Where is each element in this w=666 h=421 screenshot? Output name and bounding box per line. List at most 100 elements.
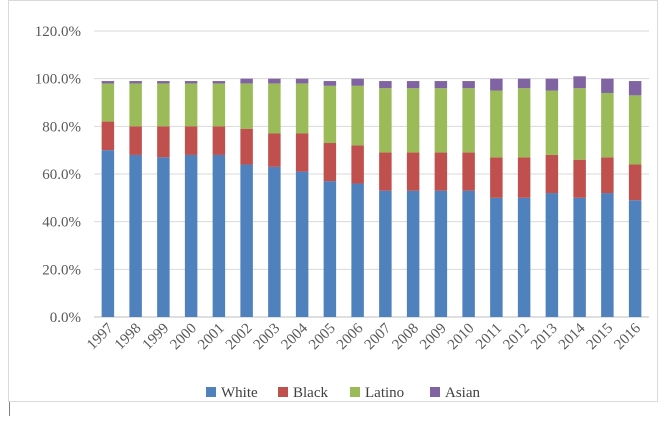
x-tick-label: 2005 [306, 321, 339, 354]
x-tick-label: 1999 [140, 321, 173, 354]
y-tick-label: 0.0% [50, 310, 81, 326]
legend-label-asian: Asian [445, 385, 480, 401]
bar-segment-black-2006 [351, 145, 364, 184]
bar-segment-white-2009 [434, 190, 448, 317]
bar-segment-white-2015 [601, 193, 614, 317]
frame-mark [9, 402, 10, 416]
bar-segment-asian-2008 [406, 81, 420, 89]
bar-segment-latino-2009 [434, 88, 448, 153]
bar-segment-latino-2004 [295, 83, 309, 134]
x-tick-label: 2000 [167, 321, 200, 354]
legend-label-latino: Latino [365, 385, 404, 401]
bar-segment-black-2010 [462, 152, 475, 191]
bar-segment-white-2012 [517, 197, 531, 317]
bar-segment-white-1998 [129, 154, 142, 317]
x-tick-label: 1998 [112, 321, 145, 354]
x-tick-label: 2008 [389, 321, 422, 354]
bar-segment-white-2011 [490, 197, 503, 317]
x-tick-label: 2015 [584, 321, 617, 354]
legend-swatch-latino [350, 387, 360, 397]
x-tick-label: 2010 [445, 321, 478, 354]
bar-segment-black-2004 [295, 133, 309, 172]
y-axis-ticks: 0.0% 20.0% 40.0% 60.0% 80.0% 100.0% 120.0% [35, 24, 81, 326]
bar-segment-latino-2001 [212, 83, 226, 127]
legend-swatch-asian [430, 387, 440, 397]
legend-swatch-white [206, 387, 216, 397]
bar-segment-white-2003 [268, 166, 281, 317]
bar-segment-asian-2007 [379, 81, 392, 89]
bar-segment-white-1999 [157, 157, 170, 317]
bar-segment-white-2005 [323, 181, 337, 317]
x-tick-label: 2002 [223, 321, 256, 354]
bar-segment-latino-2002 [240, 83, 253, 129]
bar-segment-asian-2014 [573, 76, 586, 89]
legend: White Black Latino Asian [206, 385, 480, 401]
bar-segment-black-2007 [379, 152, 392, 191]
gridlines [94, 30, 649, 318]
x-tick-label: 2016 [611, 320, 644, 353]
bar-segment-latino-2010 [462, 88, 475, 153]
bar-segment-latino-2016 [628, 95, 642, 165]
y-tick-label: 60.0% [42, 167, 81, 183]
x-tick-label: 2011 [473, 321, 505, 353]
bar-segment-asian-2009 [434, 81, 448, 89]
bar-segment-black-2012 [517, 157, 531, 198]
bar-segment-asian-2001 [212, 81, 226, 84]
legend-label-black: Black [293, 385, 328, 401]
bar-segment-asian-2006 [351, 78, 364, 86]
x-tick-label: 2013 [528, 321, 561, 354]
x-tick-label: 2014 [556, 320, 589, 353]
bar-segment-asian-2015 [601, 78, 614, 93]
x-tick-label: 2004 [278, 320, 311, 353]
bar-segment-latino-1999 [157, 83, 170, 127]
bar-segment-black-2011 [490, 157, 503, 198]
bars [101, 76, 642, 317]
y-tick-label: 20.0% [42, 262, 81, 278]
y-tick-label: 100.0% [35, 72, 81, 88]
bar-segment-black-2013 [545, 154, 559, 194]
bar-segment-latino-1998 [129, 83, 142, 127]
bar-segment-black-2016 [628, 164, 642, 201]
bar-segment-black-2003 [268, 133, 281, 167]
bar-segment-black-2002 [240, 128, 253, 165]
bar-segment-latino-2013 [545, 90, 559, 155]
x-tick-label: 2001 [195, 321, 228, 354]
x-tick-label: 2006 [334, 320, 367, 353]
x-tick-label: 2003 [251, 321, 284, 354]
y-tick-label: 80.0% [42, 119, 81, 135]
bar-segment-black-1999 [157, 126, 170, 158]
legend-swatch-black [278, 387, 288, 397]
bar-segment-white-2008 [406, 190, 420, 317]
bar-segment-white-1997 [101, 150, 115, 317]
chart-frame: 0.0% 20.0% 40.0% 60.0% 80.0% 100.0% 120.0% 199… [8, 0, 658, 402]
bar-segment-white-2002 [240, 164, 253, 317]
bar-segment-asian-2013 [545, 78, 559, 91]
bar-segment-black-2009 [434, 152, 448, 191]
bar-segment-asian-2002 [240, 78, 253, 84]
bar-segment-asian-2016 [628, 81, 642, 96]
bar-segment-black-2005 [323, 143, 337, 182]
bar-segment-asian-2004 [295, 78, 309, 84]
bar-segment-white-2000 [184, 154, 198, 317]
legend-label-white: White [221, 385, 258, 401]
bar-segment-white-2001 [212, 154, 226, 317]
bar-segment-asian-2000 [184, 81, 198, 84]
bar-segment-latino-2006 [351, 85, 364, 146]
bar-segment-black-2014 [573, 159, 586, 198]
bar-segment-asian-1998 [129, 81, 142, 84]
bar-segment-latino-2014 [573, 88, 586, 160]
bar-segment-asian-2010 [462, 81, 475, 89]
bar-segment-latino-2003 [268, 83, 281, 134]
bar-segment-latino-2000 [184, 83, 198, 127]
bar-segment-white-2004 [295, 171, 309, 317]
bar-segment-black-2008 [406, 152, 420, 191]
bar-segment-white-2013 [545, 193, 559, 317]
bar-segment-latino-2008 [406, 88, 420, 153]
bar-segment-asian-1999 [157, 81, 170, 84]
bar-segment-latino-2011 [490, 90, 503, 158]
bar-segment-white-2006 [351, 183, 364, 317]
bar-segment-latino-2012 [517, 88, 531, 158]
bar-segment-asian-2012 [517, 78, 531, 89]
bar-segment-black-2000 [184, 126, 198, 155]
bar-segment-black-1997 [101, 121, 115, 151]
